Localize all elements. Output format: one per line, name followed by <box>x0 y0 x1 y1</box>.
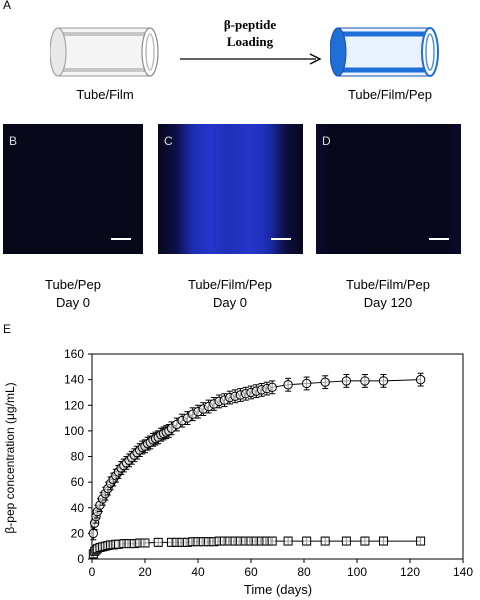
data-point <box>416 536 426 546</box>
arrow-label-line2: Loading <box>226 34 274 49</box>
micrograph-b: B <box>3 124 143 254</box>
panel-d-letter: D <box>322 134 331 148</box>
data-point <box>320 377 330 387</box>
y-tick-label: 140 <box>64 373 84 387</box>
y-tick-label: 40 <box>71 501 85 515</box>
x-tick-label: 60 <box>244 565 258 579</box>
data-point <box>341 536 351 546</box>
tube-film-pep-label: Tube/Film/Pep <box>347 87 433 102</box>
panel-b-letter: B <box>9 134 18 148</box>
micrograph-c: C <box>158 124 303 254</box>
y-tick-label: 100 <box>64 424 84 438</box>
arrow-label-line1: β-peptide <box>223 17 277 32</box>
y-tick-label: 60 <box>71 475 85 489</box>
y-axis-label: β-pep concentration (μg/mL) <box>3 382 17 533</box>
data-point <box>341 376 352 386</box>
y-tick-label: 160 <box>64 347 84 361</box>
panel-e-letter: E <box>3 322 12 336</box>
x-tick-label: 120 <box>400 565 420 579</box>
data-point <box>283 380 293 390</box>
caption-b-line1: Tube/Pep <box>45 277 101 292</box>
data-point <box>267 382 277 393</box>
scale-bar <box>271 238 291 240</box>
caption-c-line1: Tube/Film/Pep <box>187 277 273 292</box>
tube-film-pep-icon <box>330 27 439 77</box>
micrograph-d: D <box>316 124 461 254</box>
y-tick-label: 120 <box>64 398 84 412</box>
data-point <box>360 376 370 386</box>
x-tick-label: 100 <box>347 565 367 579</box>
data-point <box>88 528 99 539</box>
caption-d-line1: Tube/Film/Pep <box>345 277 431 292</box>
scale-bar <box>111 238 131 240</box>
caption-b-line2: Day 0 <box>56 295 90 310</box>
loading-arrow <box>180 53 322 65</box>
data-point <box>378 376 389 386</box>
x-tick-label: 140 <box>453 565 473 579</box>
x-tick-label: 20 <box>138 565 152 579</box>
data-point <box>360 536 370 546</box>
caption-d-line2: Day 120 <box>363 295 413 310</box>
x-tick-label: 40 <box>191 565 205 579</box>
data-point <box>415 374 426 385</box>
y-tick-label: 20 <box>71 526 85 540</box>
plot-frame <box>91 353 464 560</box>
x-axis-label: Time (days) <box>244 582 312 597</box>
data-point <box>320 536 330 546</box>
y-tick-label: 0 <box>77 552 84 566</box>
tube-film-label: Tube/Film <box>76 87 134 102</box>
x-tick-label: 80 <box>297 565 311 579</box>
data-point <box>140 538 150 548</box>
data-point <box>267 536 277 546</box>
x-tick-label: 0 <box>89 565 96 579</box>
data-point <box>379 536 388 546</box>
scale-bar <box>429 238 449 240</box>
y-tick-label: 80 <box>71 450 85 464</box>
tube-film-icon <box>50 27 159 77</box>
release-chart: 0 20 40 60 80 100 120 140020406080100120140160 … <box>3 347 473 597</box>
data-point <box>153 537 163 547</box>
chart-axes: 0 20 40 60 80 100 120 140 0 20 40 60 80 100 120 140 160 <box>64 347 473 579</box>
data-point <box>302 536 312 546</box>
caption-c-line2: Day 0 <box>213 295 247 310</box>
chart-marks <box>88 372 426 559</box>
data-point <box>301 378 312 389</box>
data-point <box>283 536 293 546</box>
panel-c-letter: C <box>164 134 173 148</box>
panel-a-letter: A <box>3 0 12 12</box>
